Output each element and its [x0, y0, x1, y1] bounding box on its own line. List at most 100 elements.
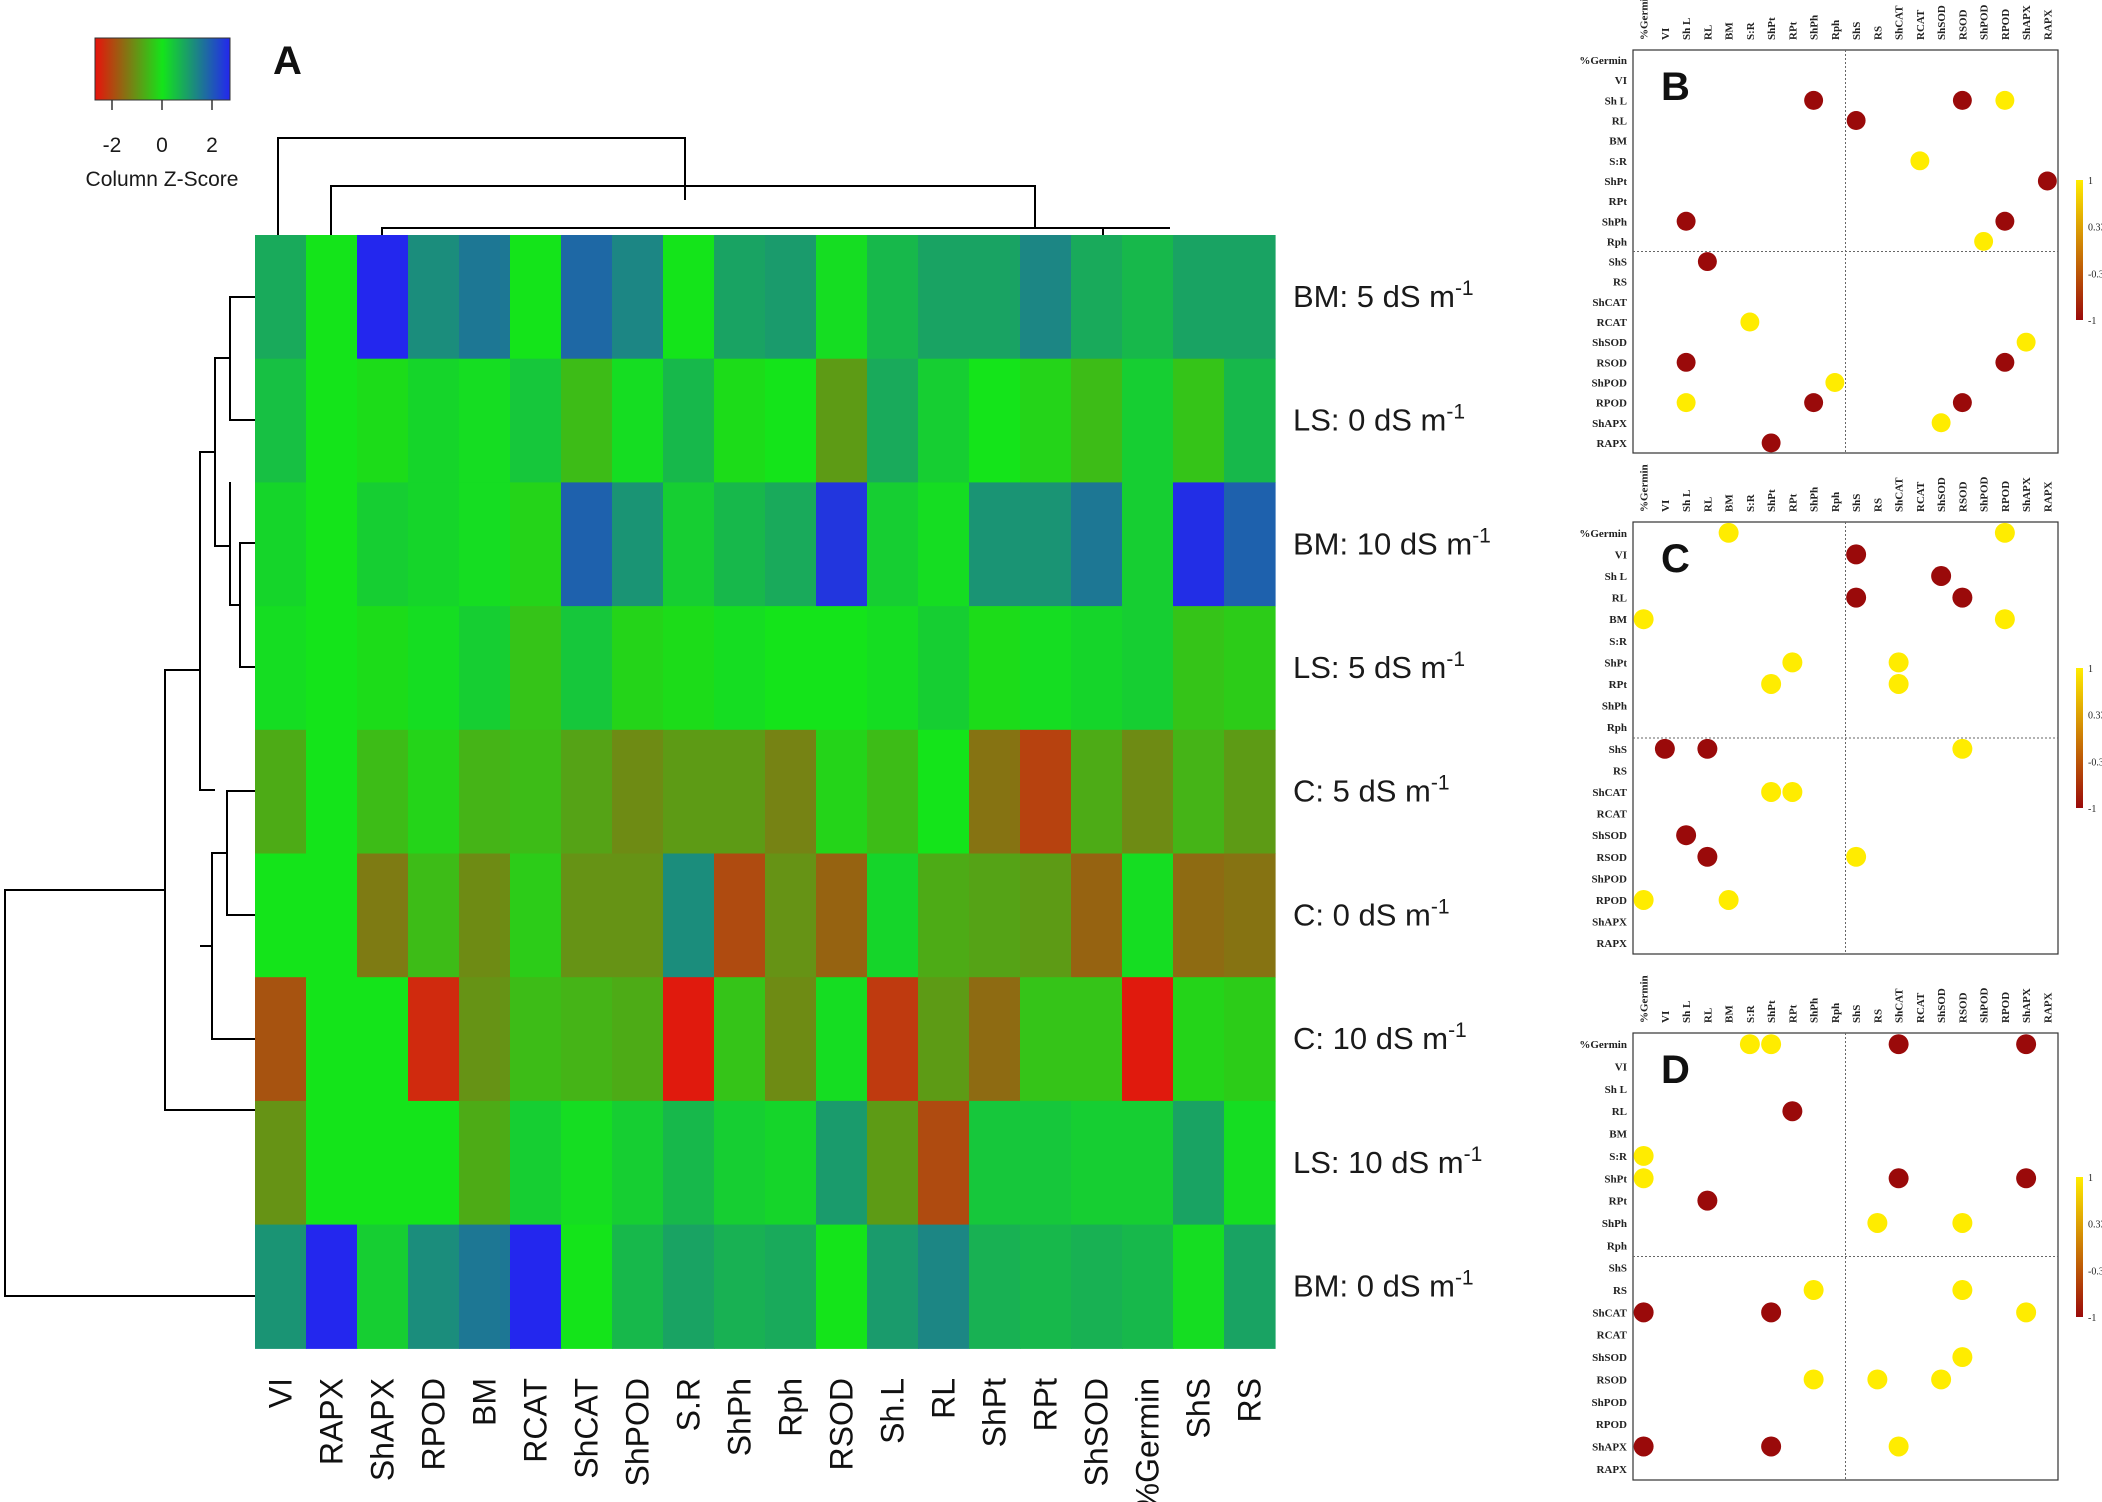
corr-row-label: RS [1613, 277, 1627, 289]
heatmap-cell [1173, 235, 1225, 360]
corr-row-label: RS [1613, 1285, 1627, 1297]
heatmap-cell [561, 977, 613, 1102]
heatmap-cell [408, 235, 460, 360]
heatmap-cell [408, 853, 460, 978]
heatmap-cell [918, 1100, 970, 1226]
corr-row-label: RAPX [1596, 1464, 1627, 1476]
corr-row-label: S:R [1609, 1151, 1628, 1163]
heatmap-cell [1224, 235, 1276, 360]
heatmap-column-label: ShS [1181, 1378, 1217, 1438]
heatmap-row-label: LS: 0 dS m-1 [1293, 401, 1465, 438]
heatmap-cell [561, 1100, 613, 1226]
corr-row-label: ShPh [1602, 701, 1627, 713]
corr-row-label: RCAT [1597, 317, 1628, 329]
heatmap-cell [1020, 1224, 1072, 1349]
heatmap-cell [561, 235, 613, 360]
correlation-dot [1697, 846, 1718, 867]
correlation-dot [2037, 171, 2057, 191]
corr-col-label: RAPX [2042, 481, 2054, 512]
heatmap-cell [816, 853, 868, 978]
heatmap-cell [408, 729, 460, 855]
corr-col-label: RS [1872, 1009, 1884, 1023]
corr-col-label: VI [1660, 28, 1672, 40]
corr-row-label: RAPX [1596, 938, 1627, 950]
panel-label-c: C [1661, 537, 1690, 581]
heatmap-cell [459, 853, 511, 978]
heatmap-cell [459, 729, 511, 855]
heatmap-cell [408, 977, 460, 1102]
colorbar-tick: -0.333 [2088, 757, 2102, 768]
corr-row-label: VI [1615, 1062, 1627, 1074]
corr-col-label: VI [1660, 500, 1672, 512]
heatmap-cell [765, 1224, 817, 1349]
colorbar-tick: 0.333 [2088, 711, 2102, 722]
heatmap-cell [1173, 729, 1225, 855]
heatmap-cell [1020, 482, 1072, 607]
correlation-dot [1888, 652, 1909, 673]
corr-row-label: S:R [1609, 156, 1628, 168]
correlation-dot [1888, 1168, 1909, 1189]
heatmap-cell [510, 606, 562, 731]
correlation-dot [1782, 652, 1803, 673]
heatmap-row-label: C: 10 dS m-1 [1293, 1019, 1467, 1056]
corr-row-label: %Germin [1579, 1039, 1627, 1051]
heatmap-cell [1020, 853, 1072, 978]
heatmap-cell [1122, 358, 1174, 483]
column-dendrogram [277, 137, 1170, 235]
heatmap-cell [867, 1224, 919, 1349]
correlation-dot [1676, 211, 1696, 231]
heatmap-cell [918, 853, 970, 978]
heatmap-cell [765, 235, 817, 360]
heatmap-cell [255, 606, 307, 731]
correlation-dot [1931, 1369, 1952, 1390]
heatmap-cell [357, 358, 409, 483]
heatmap-column-label: RL [926, 1378, 962, 1419]
correlation-dot [1994, 609, 2015, 630]
heatmap-cell [867, 977, 919, 1102]
corr-row-label: ShCAT [1592, 787, 1627, 799]
corr-row-label: ShPt [1604, 1173, 1627, 1185]
correlation-panels: %Germin %Germin VI VI Sh L Sh L RL RL BM BM S:R S:R… [1579, 0, 2102, 1481]
correlation-dot [2016, 1034, 2037, 1055]
correlation-panel-c: %Germin %Germin VI VI Sh L Sh L RL RL BM BM S:R S:R… [1579, 464, 2102, 955]
heatmap-cell [663, 1224, 715, 1349]
heatmap-cell [867, 235, 919, 360]
corr-col-label: ShPh [1809, 487, 1821, 512]
corr-col-label: ShAPX [2021, 988, 2033, 1023]
heatmap-cell [612, 853, 664, 978]
heatmap-cell [816, 235, 868, 360]
heatmap-cell [1071, 482, 1123, 607]
heatmap-cell [918, 358, 970, 483]
heatmap-cell [969, 729, 1021, 855]
color-key: -2 0 2 Column Z-Score [86, 37, 238, 191]
heatmap-cell [663, 729, 715, 855]
heatmap-cell [816, 358, 868, 483]
corr-row-label: VI [1615, 549, 1627, 561]
corr-row-label: RS [1613, 765, 1627, 777]
heatmap-cell [867, 606, 919, 731]
heatmap-cell [561, 482, 613, 607]
panel-label-d: D [1661, 1048, 1690, 1092]
correlation-dot [1633, 1168, 1654, 1189]
heatmap-cell [459, 1224, 511, 1349]
corr-col-label: %Germin [1639, 464, 1651, 512]
corr-col-label: RAPX [2042, 9, 2054, 40]
panel-label-b: B [1661, 65, 1690, 109]
correlation-dot [1718, 890, 1739, 910]
corr-row-label: RL [1612, 593, 1627, 605]
corr-row-label: RAPX [1596, 438, 1627, 450]
corr-row-label: ShPOD [1592, 1397, 1628, 1409]
correlation-dot [1995, 352, 2015, 372]
heatmap-cell [1020, 358, 1072, 483]
correlation-dot [1633, 1145, 1654, 1166]
panel-label-a: A [273, 39, 302, 83]
heatmap-cell [918, 729, 970, 855]
corr-col-label: ShPt [1766, 17, 1778, 40]
heatmap-cell [357, 235, 409, 360]
heatmap-cell [1122, 977, 1174, 1102]
correlation-dot [1804, 90, 1824, 110]
corr-col-label: S:R [1745, 1004, 1757, 1023]
corr-col-label: S:R [1745, 493, 1757, 512]
corr-row-label: ShPh [1602, 1218, 1627, 1230]
